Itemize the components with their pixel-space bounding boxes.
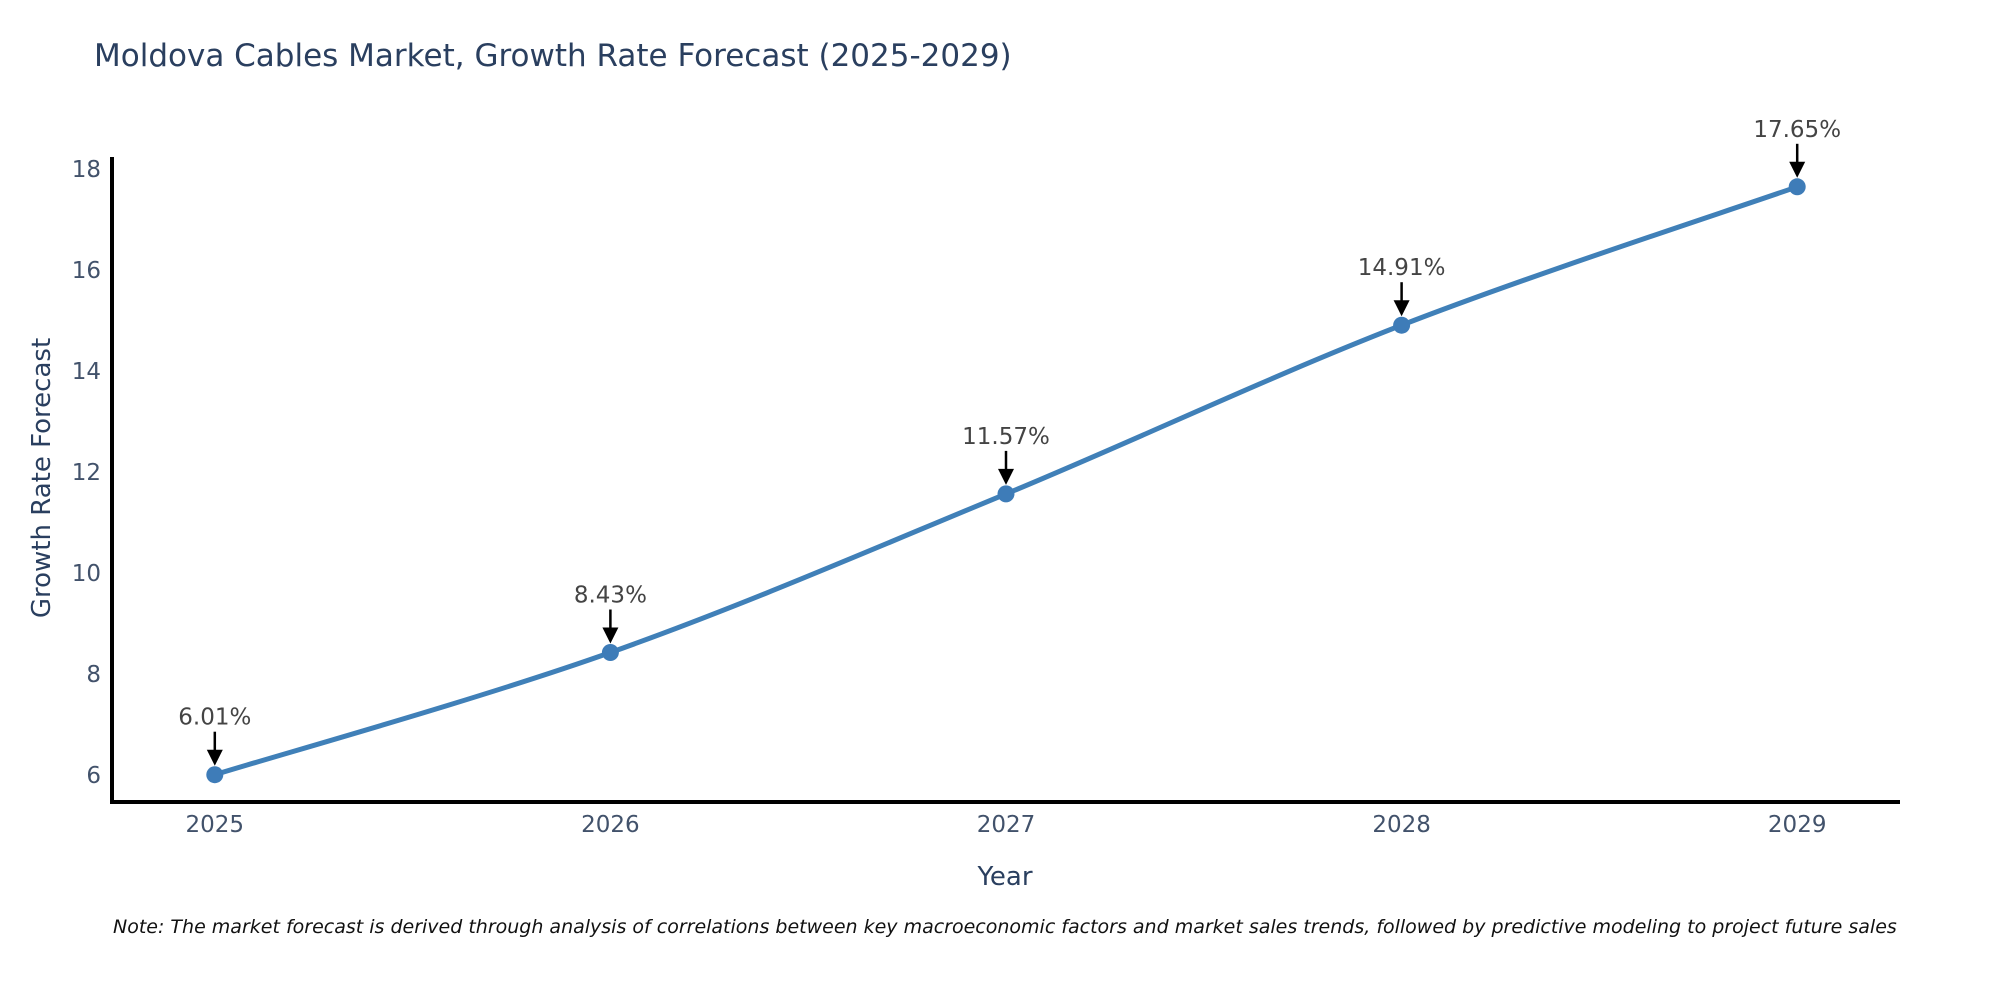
data-point-label: 11.57% <box>962 424 1050 450</box>
chart-title: Moldova Cables Market, Growth Rate Forec… <box>94 38 1012 74</box>
x-tick-label: 2028 <box>1372 812 1431 838</box>
data-point-marker-2028[interactable] <box>1393 316 1411 334</box>
annotation-arrow-head <box>206 749 223 766</box>
x-tick-label: 2026 <box>581 812 640 838</box>
annotation-arrow-head <box>1789 161 1806 178</box>
data-point-marker-2025[interactable] <box>206 766 224 784</box>
y-tick-label: 18 <box>72 157 101 183</box>
data-point-label: 8.43% <box>574 583 647 609</box>
footnote: Note: The market forecast is derived thr… <box>113 916 1897 938</box>
x-tick-label: 2029 <box>1768 812 1827 838</box>
y-tick-label: 12 <box>72 460 101 486</box>
x-tick-label: 2027 <box>977 812 1036 838</box>
axis-lines <box>110 157 1900 804</box>
data-point-marker-2029[interactable] <box>1788 178 1806 196</box>
data-point-label: 17.65% <box>1753 117 1841 143</box>
annotation-arrow-head <box>998 468 1014 485</box>
data-point-marker-2026[interactable] <box>601 644 619 661</box>
data-point-label: 14.91% <box>1358 255 1446 281</box>
y-tick-label: 16 <box>72 258 101 284</box>
x-tick-label: 2025 <box>186 812 245 838</box>
annotation-arrow-head <box>602 627 619 644</box>
data-point-marker-2027[interactable] <box>997 485 1015 503</box>
y-tick-label: 14 <box>72 359 101 385</box>
y-tick-label: 8 <box>86 662 101 688</box>
data-point-label: 6.01% <box>178 705 251 731</box>
x-axis-title: Year <box>977 862 1033 892</box>
y-tick-label: 10 <box>72 561 101 587</box>
annotation-arrow-head <box>1393 300 1410 317</box>
y-tick-label: 6 <box>86 763 101 789</box>
